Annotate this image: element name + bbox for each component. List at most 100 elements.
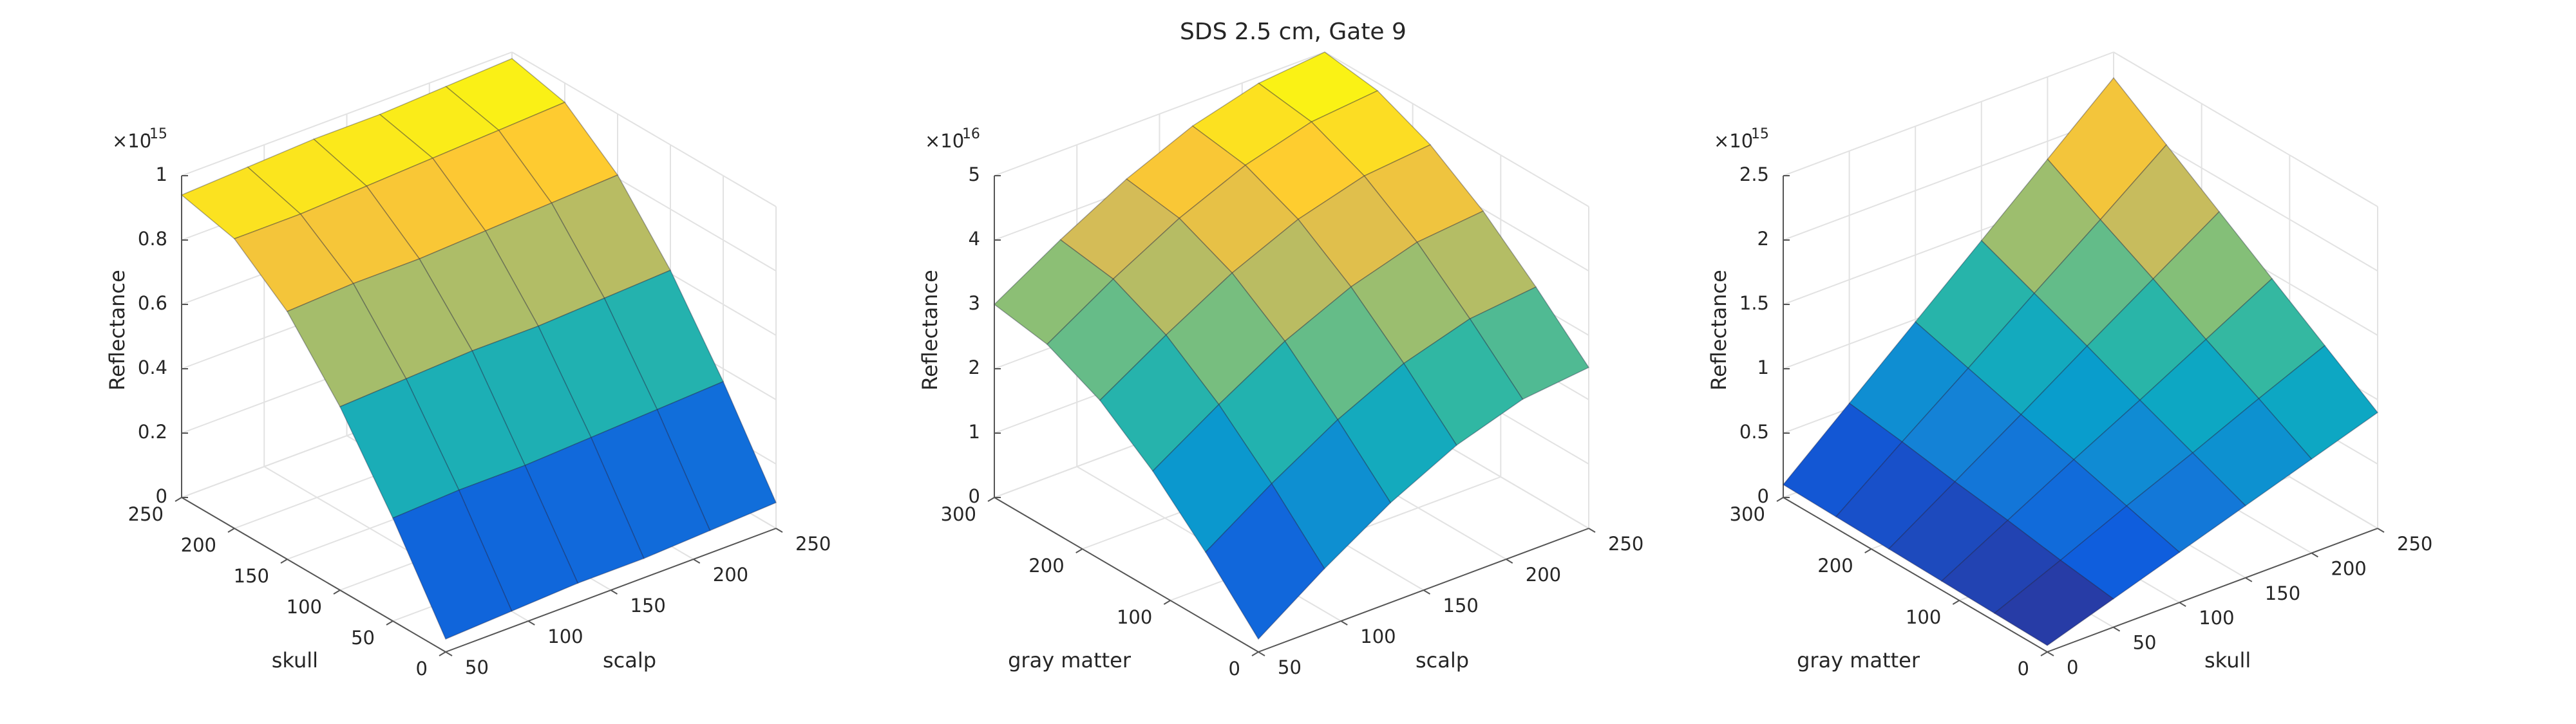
axis-line: [181, 497, 446, 653]
z-tick-label: 1: [969, 421, 980, 443]
z-tick-label: 2: [1757, 228, 1769, 250]
x-axis-label: scalp: [1416, 648, 1469, 673]
tick-mark: [1423, 589, 1431, 595]
z-axis-label: Reflectance: [1707, 270, 1731, 391]
tick-mark: [2047, 651, 2054, 656]
tick-mark: [1588, 528, 1596, 533]
y-tick-label: 200: [181, 534, 216, 556]
grid-line: [181, 51, 513, 176]
y-tick-label: 200: [1028, 555, 1064, 577]
y-tick-label: 250: [128, 503, 164, 525]
tick-mark: [610, 589, 618, 595]
y-tick-label: 300: [1730, 503, 1765, 525]
surface-face: [1179, 164, 1299, 274]
z-tick-label: 1: [156, 163, 167, 185]
y-axis-label: gray matter: [1797, 648, 1920, 673]
y-tick-label: 100: [1906, 606, 1941, 628]
tick-mark: [1258, 651, 1265, 656]
z-tick-label: 5: [969, 163, 980, 185]
tick-mark: [1952, 600, 1960, 605]
surface-face: [1205, 483, 1325, 640]
grid-line: [511, 51, 777, 207]
z-tick-label: 0.2: [138, 421, 167, 443]
axis-line: [994, 497, 1259, 653]
grid-line: [994, 51, 1325, 176]
y-tick-label: 100: [287, 596, 322, 618]
y-tick-label: 150: [234, 565, 269, 587]
x-tick-label: 50: [2133, 632, 2157, 654]
z-tick-label: 2.5: [1739, 163, 1769, 185]
y-tick-label: 50: [351, 627, 375, 649]
axis-line: [1783, 497, 2048, 653]
surface-face: [1993, 559, 2114, 646]
z-tick-label: 0: [156, 485, 167, 507]
z-axis-label: Reflectance: [918, 270, 942, 391]
x-tick-label: 100: [1360, 626, 1396, 647]
grid-line: [1783, 116, 2114, 241]
tick-mark: [775, 528, 783, 533]
z-tick-label: 4: [969, 228, 980, 250]
z-tick-label: 1.5: [1739, 292, 1769, 314]
grid-line: [2113, 51, 2378, 207]
y-tick-label: 0: [416, 658, 428, 680]
z-tick-label: 3: [969, 292, 980, 314]
x-tick-label: 250: [2397, 533, 2432, 555]
tick-mark: [227, 528, 235, 533]
z-tick-label: 1: [1757, 357, 1769, 378]
y-tick-label: 100: [1117, 606, 1152, 628]
y-axis-label: gray matter: [1008, 648, 1132, 673]
tick-mark: [2040, 651, 2048, 656]
z-tick-label: 0.8: [138, 228, 167, 250]
x-tick-label: 200: [2331, 557, 2366, 579]
tick-mark: [1340, 620, 1348, 626]
tick-mark: [527, 620, 535, 626]
tick-mark: [386, 620, 393, 626]
tick-mark: [1251, 651, 1259, 656]
x-tick-label: 200: [1526, 564, 1561, 586]
grid-line: [1783, 51, 2114, 176]
y-axis-label: skull: [272, 648, 318, 673]
tick-mark: [693, 559, 701, 564]
y-tick-label: 300: [941, 503, 976, 525]
y-tick-label: 0: [1229, 658, 1240, 680]
z-tick-label: 0.6: [138, 292, 167, 314]
tick-mark: [1864, 548, 1872, 553]
x-tick-label: 150: [2265, 582, 2300, 604]
figure-title: SDS 2.5 cm, Gate 9: [1180, 19, 1406, 45]
axis-line: [2047, 528, 2378, 653]
tick-mark: [2245, 577, 2253, 582]
tick-mark: [439, 651, 446, 656]
surface-face: [1125, 125, 1247, 219]
z-tick-label: 0.5: [1739, 421, 1769, 443]
tick-mark: [1776, 497, 1784, 502]
surface-face: [339, 378, 460, 519]
exponent-power: -15: [1746, 126, 1769, 142]
z-axis-label: Reflectance: [105, 270, 129, 391]
exponent-base: ×10: [925, 130, 964, 152]
x-tick-label: 100: [2199, 607, 2234, 629]
tick-mark: [280, 559, 288, 564]
tick-mark: [175, 497, 182, 502]
x-tick-label: 50: [1278, 656, 1302, 678]
tick-mark: [2377, 528, 2385, 533]
x-tick-label: 100: [547, 626, 583, 647]
x-tick-label: 50: [465, 656, 489, 678]
z-tick-label: 0: [969, 485, 980, 507]
surface-face: [180, 166, 302, 239]
surface-face: [392, 489, 513, 640]
tick-mark: [2113, 626, 2121, 632]
tick-mark: [1163, 600, 1171, 605]
y-tick-label: 200: [1817, 555, 1853, 577]
tick-mark: [2311, 552, 2318, 558]
z-tick-label: 2: [969, 357, 980, 378]
exponent-base: ×10: [1714, 130, 1753, 152]
tick-mark: [445, 651, 453, 656]
exponent-power: -15: [144, 126, 167, 142]
x-tick-label: 0: [2067, 656, 2078, 678]
x-axis-label: scalp: [603, 648, 656, 673]
exponent-power: -16: [957, 126, 980, 142]
tick-mark: [1506, 559, 1513, 564]
tick-mark: [987, 497, 995, 502]
